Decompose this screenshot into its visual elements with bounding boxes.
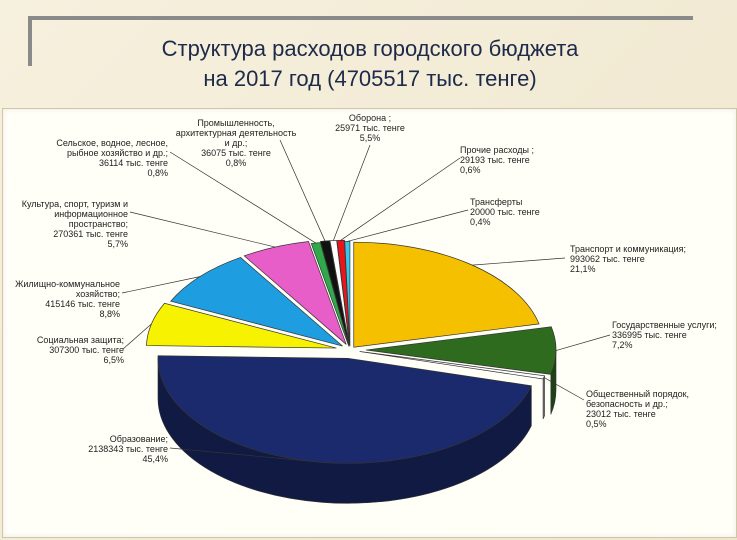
slice-label-10: Прочие расходы ; 29193 тыс. тенге 0,6% xyxy=(460,145,534,175)
slice-label-line: 23012 тыс. тенге xyxy=(586,409,656,419)
slice-label-line: 0,4% xyxy=(470,217,491,227)
leader-line-9 xyxy=(332,144,371,241)
slice-label-line: 307300 тыс. тенге xyxy=(49,345,124,355)
slice-label-line: 0,5% xyxy=(586,419,607,429)
slice-label-3: Образование; 2138343 тыс. тенге 45,4% xyxy=(88,434,168,464)
slice-label-line: рыбное хозяйство и др.; xyxy=(67,148,168,158)
slice-label-line: Образование; xyxy=(110,434,168,444)
pie-slice-10 xyxy=(336,239,350,346)
slice-label-line: 21,1% xyxy=(570,264,596,274)
leader-line-10 xyxy=(340,157,461,241)
slice-label-line: и др.; xyxy=(225,138,248,148)
slice-label-line: 8,8% xyxy=(99,309,120,319)
slice-label-line: пространство; xyxy=(69,219,128,229)
slice-label-line: информационное xyxy=(54,209,128,219)
slice-label-line: Государственные услуги; xyxy=(612,320,717,330)
leader-line-6 xyxy=(129,211,276,248)
slice-label-1: Государственные услуги; 336995 тыс. тенге… xyxy=(612,320,717,350)
slice-label-line: 5,7% xyxy=(107,239,128,249)
slice-label-8: Промышленность, архитектурная деятельност… xyxy=(176,118,297,168)
slice-label-line: Общественный порядок, xyxy=(586,389,689,399)
slice-label-line: Сельское, водное, лесное, xyxy=(56,138,168,148)
frame-top-bar xyxy=(28,16,693,20)
leader-line-4 xyxy=(122,323,152,350)
leader-line-1 xyxy=(555,334,611,351)
leader-line-3 xyxy=(169,447,321,463)
slice-label-line: 25971 тыс. тенге xyxy=(335,123,405,133)
slice-label-line: 29193 тыс. тенге xyxy=(460,155,530,165)
slice-label-line: архитектурная деятельность xyxy=(176,128,297,138)
slice-label-6: Культура, спорт, туризм и информационное п… xyxy=(22,199,128,249)
slice-label-line: 0,6% xyxy=(460,165,481,175)
slice-label-line: 36075 тыс. тенге xyxy=(201,148,271,158)
slice-label-9: Оборона ; 25971 тыс. тенге 5,5% xyxy=(335,113,405,143)
slice-label-line: 20000 тыс. тенге xyxy=(470,207,540,217)
pie-slice-7 xyxy=(310,242,350,347)
slice-label-line: Оборона ; xyxy=(349,113,391,123)
leader-line-11 xyxy=(347,209,469,242)
pie-slice-3 xyxy=(157,355,532,464)
pie-slice-4 xyxy=(146,302,337,349)
slice-label-line: 0,8% xyxy=(147,168,168,178)
slice-label-line: безопасность и др.; xyxy=(586,399,668,409)
slice-label-line: 270361 тыс. тенге xyxy=(53,229,128,239)
slice-label-line: Прочие расходы ; xyxy=(460,145,534,155)
slice-label-line: 0,8% xyxy=(226,158,247,168)
slice-label-11: Трансферты 20000 тыс. тенге 0,4% xyxy=(470,197,540,227)
slice-label-2: Общественный порядок, безопасность и др.;… xyxy=(586,389,689,429)
leader-line-5 xyxy=(121,276,201,294)
title-line-1: Структура расходов городского бюджета xyxy=(161,36,579,61)
slice-label-line: 336995 тыс. тенге xyxy=(612,330,687,340)
slice-label-0: Транспорт и коммуникация; 993062 тыс. тен… xyxy=(570,244,686,274)
leader-line-2 xyxy=(543,377,585,401)
slice-label-5: Жилищно-коммунальное хозяйство; 415146 тыс… xyxy=(15,279,120,319)
slice-label-line: 2138343 тыс. тенге xyxy=(88,444,168,454)
slice-label-4: Социальная защита; 307300 тыс. тенге 6,5% xyxy=(37,335,124,365)
pie-side-2 xyxy=(542,375,545,420)
leader-line-8 xyxy=(279,139,326,242)
pie-slice-0 xyxy=(353,241,540,348)
slice-label-line: хозяйство; xyxy=(76,289,120,299)
slice-label-line: 36114 тыс. тенге xyxy=(99,158,168,168)
slice-label-line: Культура, спорт, туризм и xyxy=(22,199,128,209)
slice-label-line: 7,2% xyxy=(612,340,633,350)
slice-label-line: Транспорт и коммуникация; xyxy=(570,244,686,254)
slice-label-line: Трансферты xyxy=(470,197,522,207)
frame-left-bar xyxy=(28,16,32,66)
chart-title: Структура расходов городского бюджета на… xyxy=(40,34,700,94)
slice-label-7: Сельское, водное, лесное, рыбное хозяйств… xyxy=(56,138,168,178)
slice-label-line: Социальная защита; xyxy=(37,335,124,345)
pie-slice-5 xyxy=(170,257,343,347)
leader-line-0 xyxy=(472,257,566,266)
slice-label-line: Жилищно-коммунальное xyxy=(15,279,120,289)
pie-slice-6 xyxy=(243,241,347,345)
leader-line-7 xyxy=(169,151,316,244)
title-line-2: на 2017 год (4705517 тыс. тенге) xyxy=(203,66,537,91)
slice-label-line: 993062 тыс. тенге xyxy=(570,254,645,264)
pie-slice-1 xyxy=(365,326,557,375)
slice-label-line: 45,4% xyxy=(142,454,168,464)
slice-label-line: 6,5% xyxy=(103,355,124,365)
slice-label-line: Промышленность, xyxy=(197,118,274,128)
slice-label-line: 415146 тыс. тенге xyxy=(45,299,120,309)
slice-label-line: 5,5% xyxy=(360,133,381,143)
